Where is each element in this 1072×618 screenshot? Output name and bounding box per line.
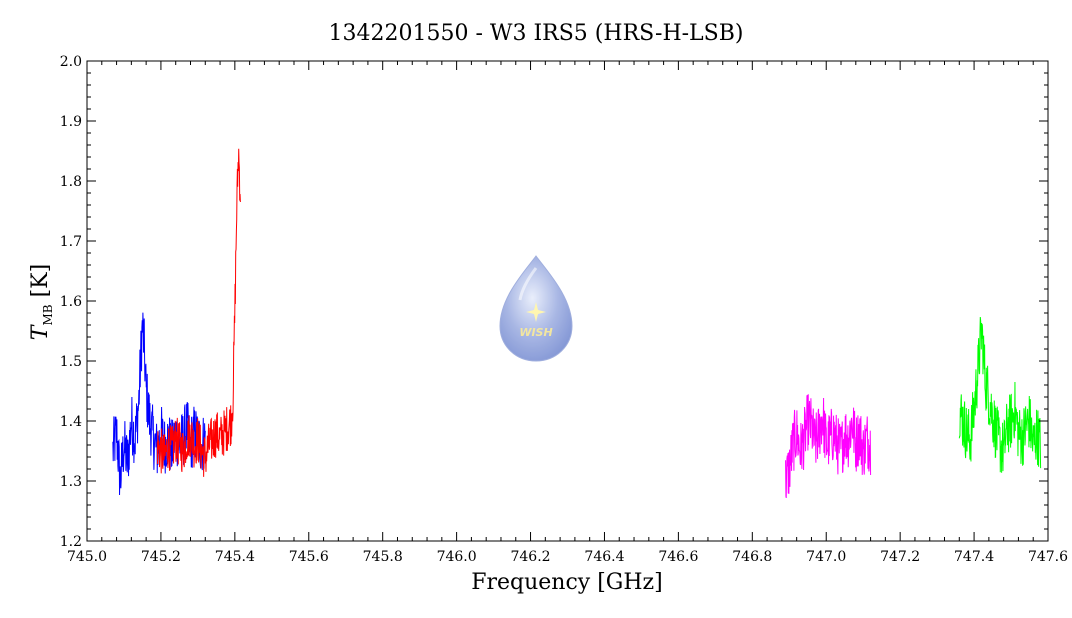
x-tick-label: 747.4 — [954, 549, 994, 565]
y-axis-label-sub: MB — [41, 304, 55, 325]
x-tick-label: 746.2 — [510, 549, 550, 565]
y-axis-label-main: T — [28, 323, 53, 340]
x-tick-label: 746.8 — [732, 549, 772, 565]
y-axis: 1.2 1.3 1.4 1.5 1.6 1.7 1.8 1.9 2.0 — [60, 54, 1048, 550]
x-tick-label: 747.0 — [806, 549, 846, 565]
spectrum-series-4 — [958, 316, 1042, 473]
y-tick-label: 1.5 — [60, 354, 82, 370]
x-tick-label: 745.0 — [67, 549, 107, 565]
logo-text: WISH — [519, 326, 552, 339]
x-tick-label: 747.6 — [1028, 549, 1068, 565]
wish-logo-icon: WISH — [499, 255, 573, 362]
x-axis: 745.0 745.2 745.4 745.6 745.8 746.0 746.2 746.4… — [67, 61, 1068, 565]
x-tick-label: 745.4 — [215, 549, 255, 565]
spectrum-series-2 — [156, 148, 241, 477]
x-tick-label: 745.6 — [289, 549, 329, 565]
svg-text:TMB [K]: TMB [K] — [28, 264, 55, 340]
y-tick-label: 1.7 — [60, 234, 82, 250]
spectrum-series-3 — [785, 394, 872, 499]
y-tick-label: 1.4 — [60, 414, 82, 430]
spectrum-series-1 — [112, 312, 206, 495]
y-axis-label-unit: [K] — [28, 264, 53, 305]
x-tick-label: 745.2 — [141, 549, 181, 565]
x-tick-label: 747.2 — [880, 549, 920, 565]
y-axis-label: TMB [K] — [28, 264, 55, 340]
y-tick-label: 1.6 — [60, 294, 82, 310]
x-axis-label: Frequency [GHz] — [471, 570, 663, 595]
x-tick-label: 746.0 — [437, 549, 477, 565]
y-tick-label: 1.9 — [60, 114, 82, 130]
y-tick-label: 2.0 — [60, 54, 82, 70]
x-tick-label: 746.6 — [658, 549, 698, 565]
y-tick-label: 1.2 — [60, 534, 82, 550]
plot-frame — [86, 60, 1049, 542]
x-tick-label: 745.8 — [363, 549, 403, 565]
y-tick-label: 1.8 — [60, 174, 82, 190]
x-tick-label: 746.4 — [584, 549, 624, 565]
y-tick-label: 1.3 — [60, 474, 82, 490]
chart-title: 1342201550 - W3 IRS5 (HRS-H-LSB) — [328, 21, 743, 46]
